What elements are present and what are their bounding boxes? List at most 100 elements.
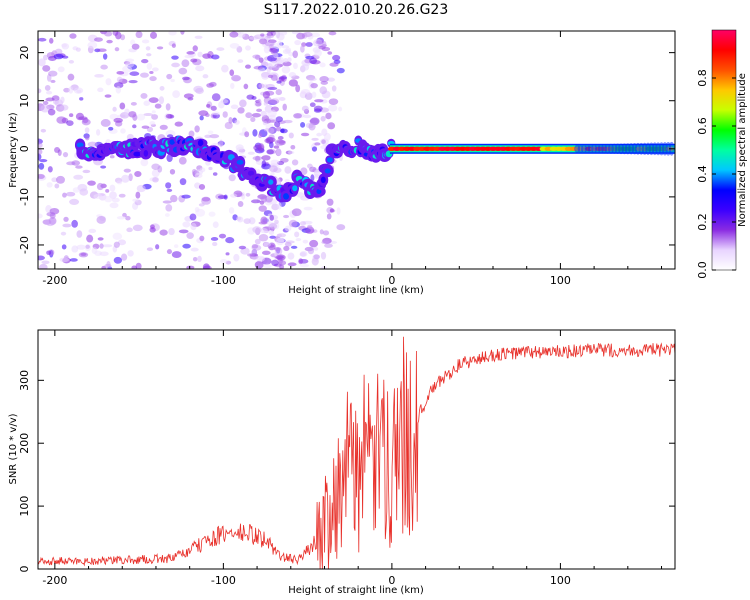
heatmap-cell	[208, 166, 213, 171]
heatmap-cell	[189, 213, 197, 221]
heatmap-cell	[192, 257, 198, 262]
heatmap-cell	[186, 265, 195, 269]
heatmap-cell	[97, 237, 104, 241]
heatmap-cell	[292, 50, 299, 59]
heatmap-cell	[102, 53, 108, 60]
snr-ytick-label: 100	[18, 496, 31, 517]
heatmap-cell	[69, 198, 80, 206]
heatmap-cell	[51, 95, 60, 102]
heatmap-cell	[113, 241, 120, 248]
heatmap-cell	[326, 157, 333, 163]
heatmap-cell	[268, 179, 274, 185]
heatmap-cell	[61, 244, 67, 250]
heatmap-cell	[159, 124, 168, 130]
heatmap-cell	[180, 31, 185, 35]
heatmap-cell	[288, 79, 299, 87]
heatmap-cell	[310, 174, 315, 182]
heatmap-cell	[324, 168, 331, 174]
heatmap-cell	[146, 53, 152, 57]
heatmap-cell	[309, 166, 317, 173]
heatmap-cell	[190, 222, 197, 231]
heatmap-cell	[46, 250, 52, 256]
heatmap-cell	[320, 251, 327, 260]
heatmap-cell	[178, 229, 189, 234]
heatmap-cell	[79, 97, 84, 101]
heatmap-cell	[307, 224, 313, 229]
heatmap-cell	[248, 217, 256, 225]
heatmap-xtick-label: 0	[388, 274, 395, 287]
heatmap-cell	[122, 65, 133, 73]
heatmap-cell	[182, 243, 191, 249]
heatmap-cell	[212, 111, 220, 116]
heatmap-cell	[162, 200, 172, 204]
snr-series-line	[38, 336, 675, 569]
heatmap-cell	[247, 253, 255, 257]
heatmap-cell	[311, 257, 319, 266]
heatmap-cell	[276, 126, 282, 132]
heatmap-cell	[329, 62, 339, 67]
snr-frame	[37, 329, 676, 570]
heatmap-cell	[237, 59, 244, 63]
heatmap-cell	[228, 174, 236, 182]
heatmap-cell	[68, 86, 74, 94]
heatmap-cell	[216, 47, 225, 51]
heatmap-cell	[52, 99, 59, 105]
heatmap-cell	[225, 252, 230, 256]
heatmap-cell	[119, 102, 126, 110]
heatmap-cell	[262, 120, 268, 126]
heatmap-cell	[116, 70, 125, 75]
heatmap-cell	[105, 189, 110, 193]
heatmap-cell	[321, 139, 326, 145]
heatmap-cell	[97, 87, 104, 93]
heatmap-cell	[199, 115, 204, 121]
heatmap-cell	[229, 42, 240, 49]
heatmap-cell	[112, 106, 117, 112]
heatmap-cell	[84, 127, 90, 134]
heatmap-cell	[38, 37, 47, 42]
colorbar-tick-label: 0.6	[696, 117, 709, 135]
heatmap-cell	[309, 57, 318, 65]
heatmap-cell	[38, 213, 43, 219]
heatmap-cell	[202, 74, 209, 79]
heatmap-cell	[120, 253, 128, 261]
heatmap-cell	[143, 113, 153, 117]
heatmap-cell	[281, 45, 290, 49]
heatmap-cell	[287, 150, 295, 155]
heatmap-cell	[252, 226, 262, 234]
heatmap-cell	[275, 237, 285, 246]
heatmap-cell	[300, 132, 310, 137]
heatmap-cell	[245, 112, 253, 119]
heatmap-cell	[294, 39, 302, 46]
heatmap-cell	[69, 258, 78, 262]
heatmap-cell	[96, 129, 101, 136]
heatmap-cell	[276, 148, 282, 156]
heatmap-cell	[316, 188, 322, 195]
heatmap-cell	[73, 174, 84, 180]
heatmap-cell	[190, 58, 198, 63]
heatmap-cell	[287, 262, 297, 267]
heatmap-cell	[295, 84, 301, 93]
heatmap-cell	[186, 232, 194, 239]
heatmap-cell	[300, 122, 306, 128]
heatmap-cell	[311, 137, 319, 141]
heatmap-cell	[308, 122, 316, 131]
heatmap-cell	[171, 251, 182, 259]
heatmap-cell	[99, 243, 104, 249]
heatmap-cell	[68, 113, 74, 118]
heatmap-cell	[121, 174, 130, 183]
heatmap-cell	[84, 243, 91, 252]
heatmap-cell	[236, 216, 242, 221]
heatmap-cell	[130, 101, 137, 106]
heatmap-cell	[171, 55, 179, 60]
heatmap-cell	[209, 134, 220, 139]
heatmap-cell	[134, 170, 142, 178]
heatmap-cell	[266, 35, 274, 39]
snr-ylabel: SNR (10 * v/v)	[8, 413, 19, 484]
heatmap-cell	[300, 45, 305, 53]
heatmap-cell	[93, 193, 103, 199]
heatmap-cell	[211, 93, 221, 102]
heatmap-cell	[76, 244, 86, 250]
heatmap-cell	[117, 239, 127, 246]
heatmap-cell	[202, 263, 210, 269]
heatmap-cell	[218, 233, 227, 239]
